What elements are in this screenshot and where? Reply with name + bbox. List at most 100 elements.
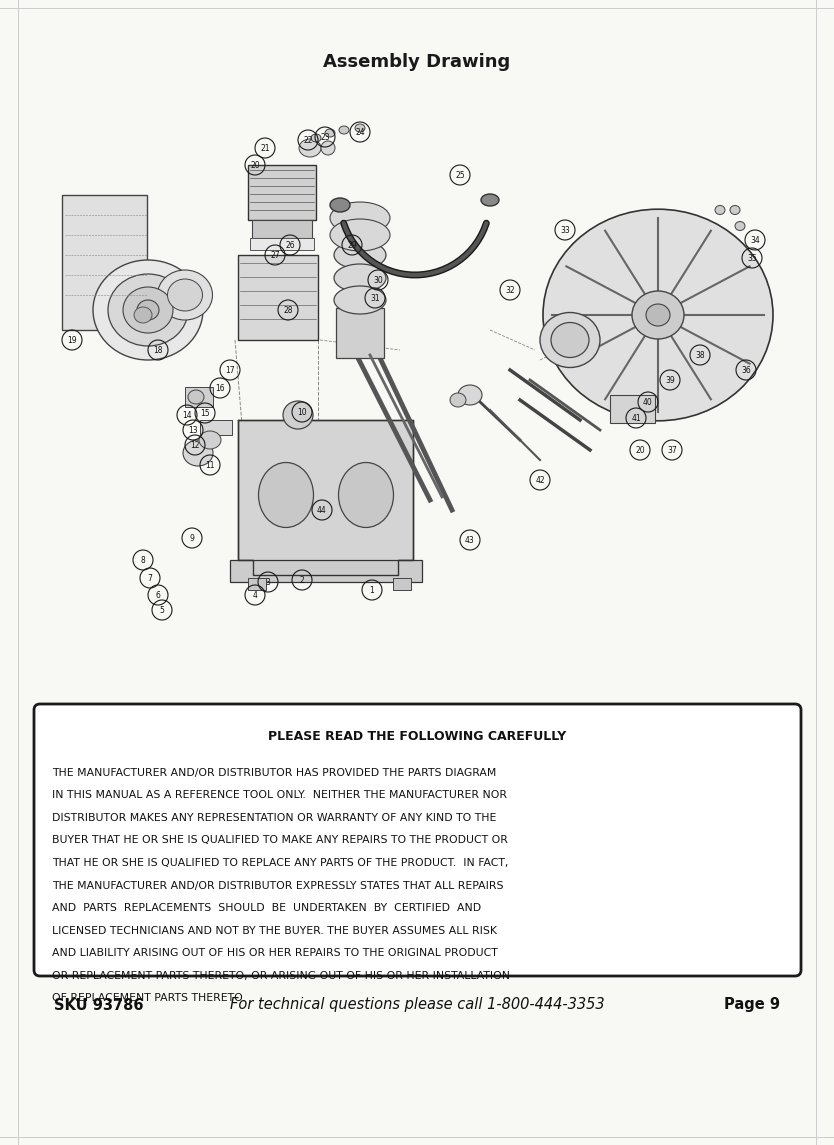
Ellipse shape bbox=[183, 440, 213, 466]
Bar bbox=[185, 387, 213, 406]
Bar bbox=[610, 395, 655, 423]
Bar bbox=[248, 578, 266, 590]
Ellipse shape bbox=[458, 385, 482, 405]
Ellipse shape bbox=[188, 390, 204, 404]
Text: 27: 27 bbox=[270, 251, 280, 260]
Text: 9: 9 bbox=[189, 534, 194, 543]
Ellipse shape bbox=[551, 323, 589, 357]
Bar bbox=[336, 308, 384, 358]
Text: 26: 26 bbox=[285, 240, 294, 250]
Bar bbox=[238, 255, 318, 340]
Text: 1: 1 bbox=[369, 585, 374, 594]
Ellipse shape bbox=[330, 198, 350, 212]
Ellipse shape bbox=[540, 313, 600, 368]
Text: 5: 5 bbox=[159, 606, 164, 615]
Text: 33: 33 bbox=[560, 226, 570, 235]
Text: 34: 34 bbox=[750, 236, 760, 245]
Ellipse shape bbox=[299, 139, 321, 157]
Ellipse shape bbox=[93, 260, 203, 360]
Ellipse shape bbox=[158, 270, 213, 319]
Ellipse shape bbox=[325, 129, 335, 137]
Text: 38: 38 bbox=[696, 350, 705, 360]
Text: 13: 13 bbox=[188, 426, 198, 434]
Text: SKU 93786: SKU 93786 bbox=[54, 997, 143, 1012]
Text: THAT HE OR SHE IS QUALIFIED TO REPLACE ANY PARTS OF THE PRODUCT.  IN FACT,: THAT HE OR SHE IS QUALIFIED TO REPLACE A… bbox=[52, 858, 509, 868]
Text: OR REPLACEMENT PARTS THERETO, OR ARISING OUT OF HIS OR HER INSTALLATION: OR REPLACEMENT PARTS THERETO, OR ARISING… bbox=[52, 971, 510, 980]
Bar bbox=[62, 195, 147, 330]
Text: 44: 44 bbox=[317, 505, 327, 514]
Text: THE MANUFACTURER AND/OR DISTRIBUTOR HAS PROVIDED THE PARTS DIAGRAM: THE MANUFACTURER AND/OR DISTRIBUTOR HAS … bbox=[52, 768, 496, 777]
Ellipse shape bbox=[548, 223, 744, 406]
Text: 31: 31 bbox=[370, 293, 379, 302]
Text: Assembly Drawing: Assembly Drawing bbox=[324, 53, 510, 71]
Bar bbox=[248, 165, 316, 220]
Text: 39: 39 bbox=[666, 376, 675, 385]
Ellipse shape bbox=[735, 221, 745, 230]
Text: 42: 42 bbox=[535, 475, 545, 484]
Text: 32: 32 bbox=[505, 285, 515, 294]
Ellipse shape bbox=[134, 307, 152, 323]
Text: 35: 35 bbox=[747, 253, 757, 262]
Ellipse shape bbox=[334, 286, 386, 314]
Text: 7: 7 bbox=[148, 574, 153, 583]
Text: Page 9: Page 9 bbox=[724, 997, 780, 1012]
Text: 30: 30 bbox=[373, 276, 383, 284]
Text: 29: 29 bbox=[347, 240, 357, 250]
Text: OF REPLACEMENT PARTS THERETO.: OF REPLACEMENT PARTS THERETO. bbox=[52, 993, 246, 1003]
Ellipse shape bbox=[481, 194, 499, 206]
Text: 15: 15 bbox=[200, 409, 210, 418]
Text: 2: 2 bbox=[299, 576, 304, 584]
Ellipse shape bbox=[199, 431, 221, 449]
Text: LICENSED TECHNICIANS AND NOT BY THE BUYER. THE BUYER ASSUMES ALL RISK: LICENSED TECHNICIANS AND NOT BY THE BUYE… bbox=[52, 925, 497, 935]
Ellipse shape bbox=[646, 305, 670, 326]
Ellipse shape bbox=[334, 264, 386, 292]
Ellipse shape bbox=[330, 219, 390, 251]
Text: 18: 18 bbox=[153, 346, 163, 355]
Bar bbox=[250, 238, 314, 250]
Ellipse shape bbox=[321, 141, 335, 155]
Text: 36: 36 bbox=[741, 365, 751, 374]
Bar bbox=[200, 420, 232, 435]
Text: 4: 4 bbox=[253, 591, 258, 600]
Text: 40: 40 bbox=[643, 397, 653, 406]
Ellipse shape bbox=[311, 134, 321, 142]
Text: 3: 3 bbox=[265, 577, 270, 586]
Text: 43: 43 bbox=[465, 536, 475, 545]
Text: 20: 20 bbox=[636, 445, 645, 455]
Text: 21: 21 bbox=[260, 143, 269, 152]
Ellipse shape bbox=[450, 393, 466, 406]
Text: 14: 14 bbox=[182, 411, 192, 419]
Text: PLEASE READ THE FOLLOWING CAREFULLY: PLEASE READ THE FOLLOWING CAREFULLY bbox=[269, 729, 566, 742]
Text: 41: 41 bbox=[631, 413, 641, 423]
Text: 22: 22 bbox=[304, 135, 313, 144]
Text: 28: 28 bbox=[284, 306, 293, 315]
Ellipse shape bbox=[339, 126, 349, 134]
Text: IN THIS MANUAL AS A REFERENCE TOOL ONLY.  NEITHER THE MANUFACTURER NOR: IN THIS MANUAL AS A REFERENCE TOOL ONLY.… bbox=[52, 790, 507, 800]
Text: For technical questions please call 1-800-444-3353: For technical questions please call 1-80… bbox=[229, 997, 605, 1012]
Text: 19: 19 bbox=[68, 335, 77, 345]
Ellipse shape bbox=[137, 300, 159, 319]
Ellipse shape bbox=[334, 240, 386, 269]
Ellipse shape bbox=[355, 124, 365, 132]
Ellipse shape bbox=[730, 205, 740, 214]
Ellipse shape bbox=[543, 210, 773, 421]
Ellipse shape bbox=[632, 291, 684, 339]
Bar bbox=[230, 560, 422, 582]
Ellipse shape bbox=[168, 279, 203, 311]
Text: 24: 24 bbox=[355, 127, 364, 136]
Ellipse shape bbox=[339, 463, 394, 528]
Text: AND  PARTS  REPLACEMENTS  SHOULD  BE  UNDERTAKEN  BY  CERTIFIED  AND: AND PARTS REPLACEMENTS SHOULD BE UNDERTA… bbox=[52, 903, 481, 913]
Text: 23: 23 bbox=[320, 133, 329, 142]
Ellipse shape bbox=[283, 401, 313, 429]
Ellipse shape bbox=[123, 287, 173, 333]
Text: AND LIABILITY ARISING OUT OF HIS OR HER REPAIRS TO THE ORIGINAL PRODUCT: AND LIABILITY ARISING OUT OF HIS OR HER … bbox=[52, 948, 498, 958]
Text: 12: 12 bbox=[190, 441, 200, 450]
Text: 8: 8 bbox=[141, 555, 145, 564]
Text: 6: 6 bbox=[156, 591, 160, 600]
Bar bbox=[252, 220, 312, 238]
Ellipse shape bbox=[108, 274, 188, 346]
Ellipse shape bbox=[259, 463, 314, 528]
Text: 20: 20 bbox=[250, 160, 260, 169]
Text: 17: 17 bbox=[225, 365, 235, 374]
Text: BUYER THAT HE OR SHE IS QUALIFIED TO MAKE ANY REPAIRS TO THE PRODUCT OR: BUYER THAT HE OR SHE IS QUALIFIED TO MAK… bbox=[52, 836, 508, 845]
